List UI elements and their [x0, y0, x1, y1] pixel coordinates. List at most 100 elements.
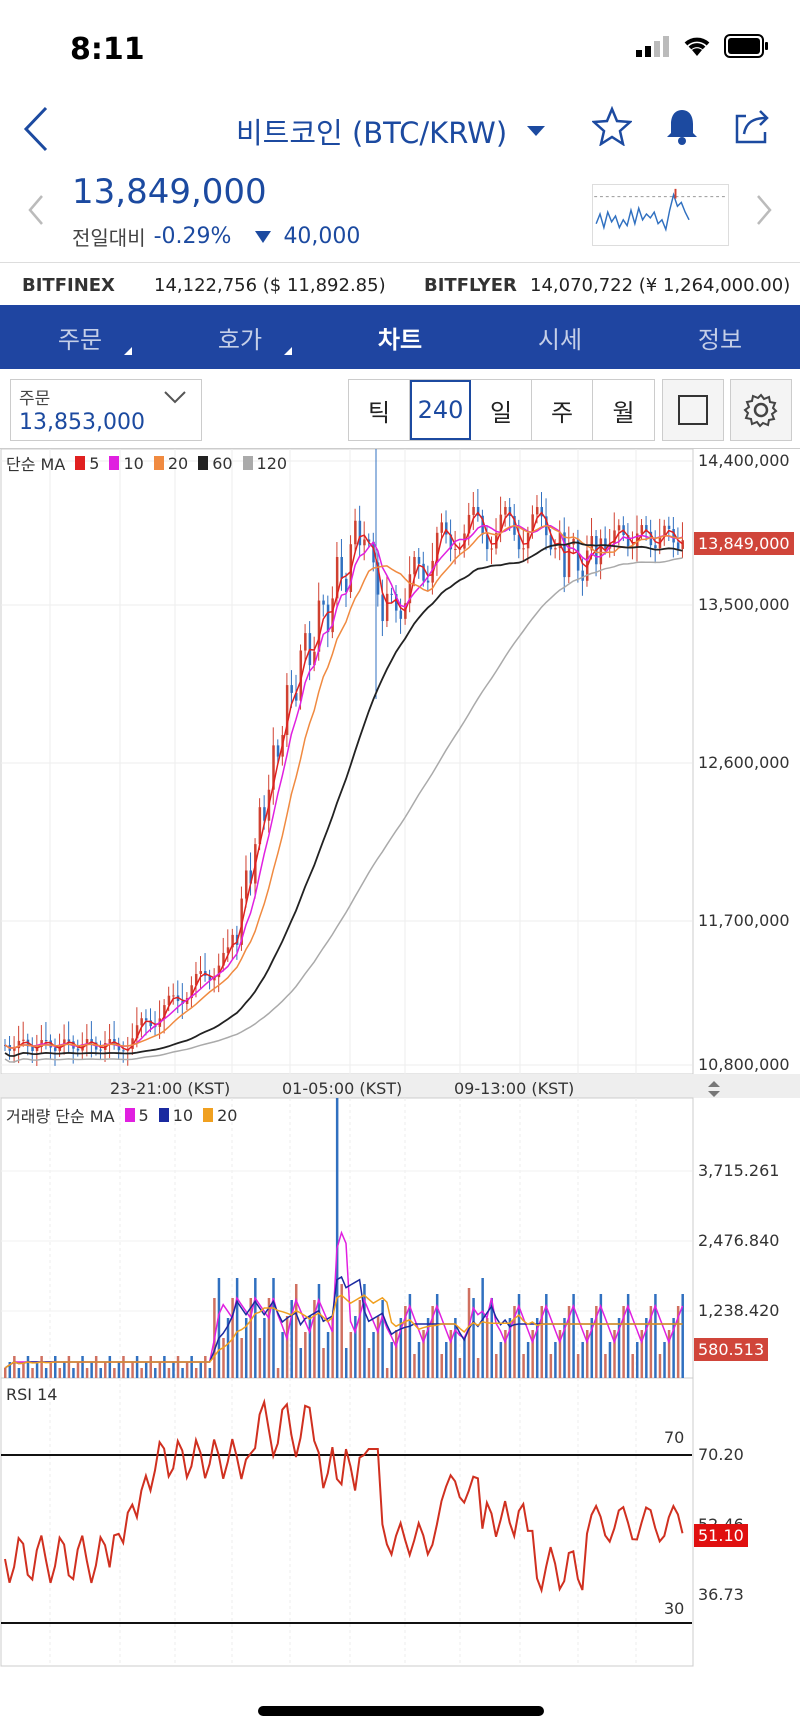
volume-bar [94, 1356, 98, 1378]
x-axis-band [0, 1074, 800, 1098]
candle-body [140, 1018, 143, 1026]
volume-bar [117, 1362, 121, 1378]
resize-arrows-icon[interactable] [706, 1079, 722, 1099]
candle-body [22, 1039, 25, 1041]
candle-body [567, 544, 571, 578]
candle-body [549, 535, 553, 550]
price-panel-frame [0, 449, 694, 1075]
ma-swatch [158, 1108, 169, 1122]
tab-chart[interactable]: 차트 [377, 325, 423, 354]
period-selector: 틱 240 일 주 월 [348, 379, 655, 441]
chart-area[interactable]: 단순 MA 5 10 20 60 120 14,400,000 13,500,0… [0, 448, 800, 1667]
tab-orderbook[interactable]: 호가 [160, 305, 320, 369]
candle-body [345, 578, 348, 593]
volume-bar [485, 1318, 489, 1378]
volume-bar [54, 1356, 57, 1378]
settings-button[interactable] [730, 379, 792, 441]
candle-body [358, 520, 362, 546]
volume-bar [667, 1330, 671, 1378]
volume-bar [417, 1342, 421, 1378]
coin-selector[interactable]: 비트코인 (BTC/KRW) [236, 110, 546, 152]
candle-body [490, 548, 493, 550]
ma-5-line [4, 511, 683, 1051]
volume-bar [490, 1298, 493, 1378]
chevron-right-icon[interactable] [754, 194, 774, 226]
volume-bar [449, 1330, 453, 1378]
volume-y-tick: 1,238.420 [698, 1301, 780, 1320]
volume-bar [185, 1362, 189, 1378]
rsi-y-tick: 36.73 [698, 1585, 744, 1604]
volume-bar [563, 1318, 566, 1378]
exchange-value: 14,122,756 ($ 11,892.85) [154, 275, 386, 296]
price-y-tick: 11,700,000 [698, 911, 790, 930]
order-price-dropdown[interactable]: 주문 13,853,000 [10, 379, 202, 441]
volume-bar [335, 1098, 339, 1378]
volume-bar [454, 1318, 457, 1378]
ma-label: 20 [217, 1105, 238, 1125]
volume-bar [554, 1342, 557, 1378]
price-summary: 13,849,000 전일대비 -0.29% 40,000 [0, 166, 800, 256]
chart-canvas[interactable] [0, 449, 800, 1667]
ma-swatch [242, 456, 253, 470]
period-week[interactable]: 주 [532, 380, 593, 440]
back-arrow-icon[interactable] [18, 104, 58, 154]
volume-bar [122, 1356, 125, 1378]
volume-bar [290, 1300, 293, 1378]
square-icon [678, 395, 708, 425]
candle-body [590, 536, 594, 551]
volume-bar [240, 1338, 243, 1378]
candle-body [467, 514, 471, 534]
volume-bar [445, 1342, 448, 1378]
period-month[interactable]: 월 [612, 398, 635, 427]
volume-bar [135, 1356, 139, 1378]
volume-bar [349, 1332, 353, 1378]
bell-icon[interactable] [662, 106, 702, 146]
candle-body [299, 650, 303, 701]
x-axis-label: 23-21:00 (KST) [110, 1079, 231, 1098]
volume-bar [272, 1278, 275, 1378]
candle-body [231, 934, 234, 948]
volume-bar [604, 1354, 607, 1378]
period-day[interactable]: 일 [471, 380, 532, 440]
gear-icon [743, 393, 778, 428]
change-abs: 40,000 [283, 224, 361, 249]
vol-ma-10-line [4, 1275, 683, 1369]
tab-order[interactable]: 주문 [0, 305, 160, 369]
volume-bar [531, 1330, 534, 1378]
period-tick[interactable]: 틱 [349, 380, 410, 440]
fullscreen-button[interactable] [662, 379, 724, 441]
share-icon[interactable] [732, 106, 772, 146]
ma-swatch [153, 456, 164, 470]
volume-bar [640, 1330, 644, 1378]
period-240[interactable]: 240 [410, 380, 471, 440]
candle-body [435, 532, 439, 561]
candle-body [90, 1039, 93, 1043]
candle-body [672, 529, 675, 543]
volume-bar [572, 1294, 575, 1378]
tab-quotes[interactable]: 시세 [537, 325, 583, 354]
volume-bar [81, 1356, 84, 1378]
candle-body [317, 600, 321, 652]
volume-bar [381, 1300, 384, 1378]
candle-body [367, 539, 371, 542]
tab-info[interactable]: 정보 [697, 325, 743, 354]
home-indicator[interactable] [258, 1706, 544, 1716]
volume-y-tick: 2,476.840 [698, 1231, 780, 1250]
candle-body [263, 807, 266, 821]
volume-bar [399, 1318, 403, 1378]
volume-bar [35, 1362, 39, 1378]
volume-y-tick: 3,715.261 [698, 1161, 780, 1180]
volume-bar [576, 1354, 580, 1378]
x-axis-label: 01-05:00 (KST) [282, 1079, 403, 1098]
candle-body [381, 594, 384, 622]
exchange-name: BITFINEX [22, 275, 115, 296]
star-icon[interactable] [592, 106, 632, 146]
rsi-level-label: 30 [664, 1599, 685, 1618]
menu-corner-icon [124, 347, 132, 355]
volume-bar [495, 1354, 498, 1378]
chevron-left-icon[interactable] [26, 194, 46, 226]
candle-body [285, 685, 289, 735]
volume-bar [313, 1300, 316, 1378]
volume-bar [285, 1316, 289, 1378]
volume-bar [149, 1356, 152, 1378]
